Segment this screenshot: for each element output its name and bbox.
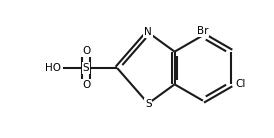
Text: Br: Br — [197, 26, 209, 36]
Text: Cl: Cl — [235, 79, 246, 89]
Text: S: S — [145, 99, 152, 109]
Text: S: S — [83, 63, 89, 73]
Text: O: O — [82, 46, 90, 56]
Text: HO: HO — [45, 63, 61, 73]
Text: N: N — [144, 27, 152, 38]
Text: O: O — [82, 80, 90, 90]
